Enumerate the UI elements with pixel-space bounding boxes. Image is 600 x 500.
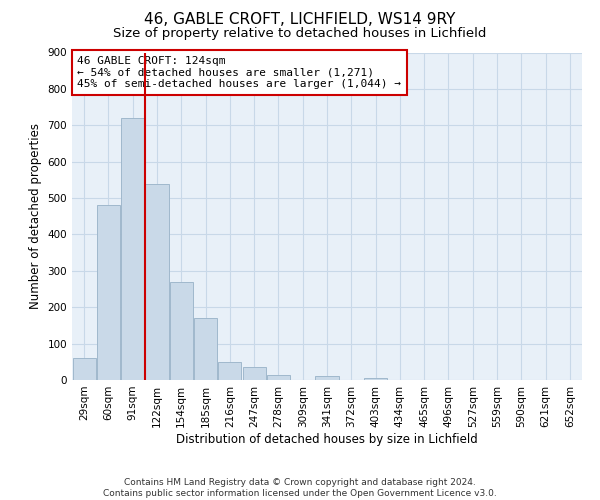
X-axis label: Distribution of detached houses by size in Lichfield: Distribution of detached houses by size … bbox=[176, 432, 478, 446]
Bar bbox=[73, 358, 95, 380]
Bar bbox=[267, 374, 290, 380]
Bar bbox=[170, 282, 193, 380]
Bar bbox=[121, 118, 144, 380]
Bar bbox=[145, 184, 169, 380]
Bar bbox=[242, 368, 266, 380]
Bar bbox=[218, 362, 241, 380]
Bar bbox=[364, 378, 387, 380]
Text: 46 GABLE CROFT: 124sqm
← 54% of detached houses are smaller (1,271)
45% of semi-: 46 GABLE CROFT: 124sqm ← 54% of detached… bbox=[77, 56, 401, 89]
Text: Contains HM Land Registry data © Crown copyright and database right 2024.
Contai: Contains HM Land Registry data © Crown c… bbox=[103, 478, 497, 498]
Text: 46, GABLE CROFT, LICHFIELD, WS14 9RY: 46, GABLE CROFT, LICHFIELD, WS14 9RY bbox=[145, 12, 455, 28]
Y-axis label: Number of detached properties: Number of detached properties bbox=[29, 123, 42, 309]
Bar bbox=[97, 206, 120, 380]
Bar bbox=[316, 376, 338, 380]
Text: Size of property relative to detached houses in Lichfield: Size of property relative to detached ho… bbox=[113, 28, 487, 40]
Bar bbox=[194, 318, 217, 380]
